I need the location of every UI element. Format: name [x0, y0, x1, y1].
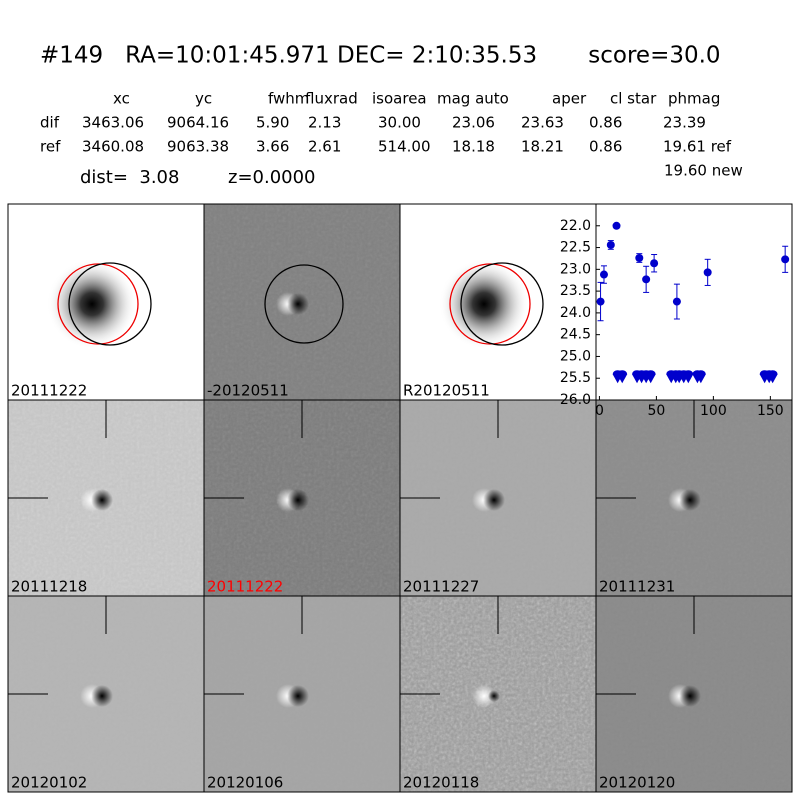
dipole-dark — [287, 293, 309, 315]
redshift: z=0.0000 — [228, 167, 316, 188]
x-tick-label: 100 — [700, 403, 727, 419]
dist: dist= 3.08 — [80, 167, 179, 188]
detection — [596, 297, 605, 306]
dipole-dark — [483, 489, 505, 511]
aperture — [68, 262, 152, 346]
cell: 23.39 — [663, 114, 706, 132]
phmag-new: 19.60 new — [664, 162, 743, 180]
y-tick-label: 24.5 — [560, 327, 591, 343]
aperture-red — [449, 263, 531, 345]
column-header: fluxrad — [305, 90, 358, 108]
column-header: aper — [552, 90, 587, 108]
dipole-dark — [287, 685, 309, 707]
stamp-label: 20111218 — [11, 578, 87, 596]
cell: 19.61 ref — [663, 138, 732, 156]
column-header: phmag — [668, 90, 720, 108]
detection — [703, 268, 712, 277]
column-header: xc — [113, 90, 130, 108]
dipole-dark — [91, 489, 113, 511]
detection — [606, 240, 615, 249]
x-tick-label: 0 — [595, 403, 604, 419]
cell: 18.21 — [521, 138, 564, 156]
x-tick-label: 50 — [647, 403, 665, 419]
cell: 5.90 — [256, 114, 289, 132]
y-tick-label: 26.0 — [560, 392, 591, 408]
upper-limit — [695, 370, 706, 384]
x-tick-label: 150 — [757, 403, 784, 419]
cell: 0.86 — [589, 138, 622, 156]
column-header: mag auto — [437, 90, 509, 108]
upper-limit — [645, 370, 656, 384]
cell: 3.66 — [256, 138, 289, 156]
row-label: ref — [40, 138, 61, 156]
stamp-label: 20120118 — [403, 774, 479, 792]
detection — [650, 259, 659, 268]
cell: 514.00 — [378, 138, 431, 156]
column-header: fwhm — [268, 90, 309, 108]
aperture — [460, 262, 544, 346]
dipole-dark — [287, 489, 309, 511]
y-tick-label: 24.0 — [560, 305, 591, 321]
dipole-dark — [488, 690, 500, 702]
y-tick-label: 22.0 — [560, 218, 591, 234]
column-header: isoarea — [372, 90, 427, 108]
stamp-label: 20120106 — [207, 774, 283, 792]
source — [47, 259, 137, 349]
cell: 3460.08 — [82, 138, 144, 156]
dipole-light — [472, 684, 496, 708]
cell: 23.06 — [452, 114, 495, 132]
upper-limit — [617, 370, 628, 384]
upper-limit — [767, 370, 778, 384]
dipole-dark — [91, 685, 113, 707]
y-tick-label: 23.5 — [560, 283, 591, 299]
stamp-label: -20120511 — [207, 382, 289, 400]
source — [439, 259, 529, 349]
stamp-label: 20111222 — [11, 382, 87, 400]
stamp-border — [595, 595, 793, 793]
aperture — [264, 264, 344, 344]
y-tick-label: 25.5 — [560, 370, 591, 386]
cell: 30.00 — [378, 114, 421, 132]
y-tick-label: 23.0 — [560, 261, 591, 277]
stamp-label: 20111222 — [207, 578, 283, 596]
detection — [781, 255, 790, 264]
cell: 0.86 — [589, 114, 622, 132]
stamp-label: 20111227 — [403, 578, 479, 596]
stamp-label: 20120102 — [11, 774, 87, 792]
cell: 3463.06 — [82, 114, 144, 132]
stamp-label: R20120511 — [403, 382, 490, 400]
aperture-red — [57, 263, 139, 345]
column-header: yc — [195, 90, 212, 108]
cell: 9063.38 — [167, 138, 229, 156]
stamp-label: 20111231 — [599, 578, 675, 596]
dipole-dark — [679, 489, 701, 511]
dipole-dark — [679, 685, 701, 707]
detection — [642, 275, 651, 284]
title: #149 RA=10:01:45.971 DEC= 2:10:35.53 sco… — [40, 43, 721, 69]
row-label: dif — [40, 114, 60, 132]
detection — [672, 297, 681, 306]
cell: 23.63 — [521, 114, 564, 132]
cell: 9064.16 — [167, 114, 229, 132]
y-tick-label: 25.0 — [560, 348, 591, 364]
detection — [599, 270, 608, 279]
cell: 18.18 — [452, 138, 495, 156]
y-tick-label: 22.5 — [560, 240, 591, 256]
cell: 2.13 — [308, 114, 341, 132]
detection — [612, 221, 621, 230]
column-header: cl star — [610, 90, 657, 108]
plot-area — [595, 203, 793, 401]
upper-limit — [683, 370, 694, 384]
detection — [635, 254, 644, 263]
stamp-label: 20120120 — [599, 774, 675, 792]
cell: 2.61 — [308, 138, 341, 156]
